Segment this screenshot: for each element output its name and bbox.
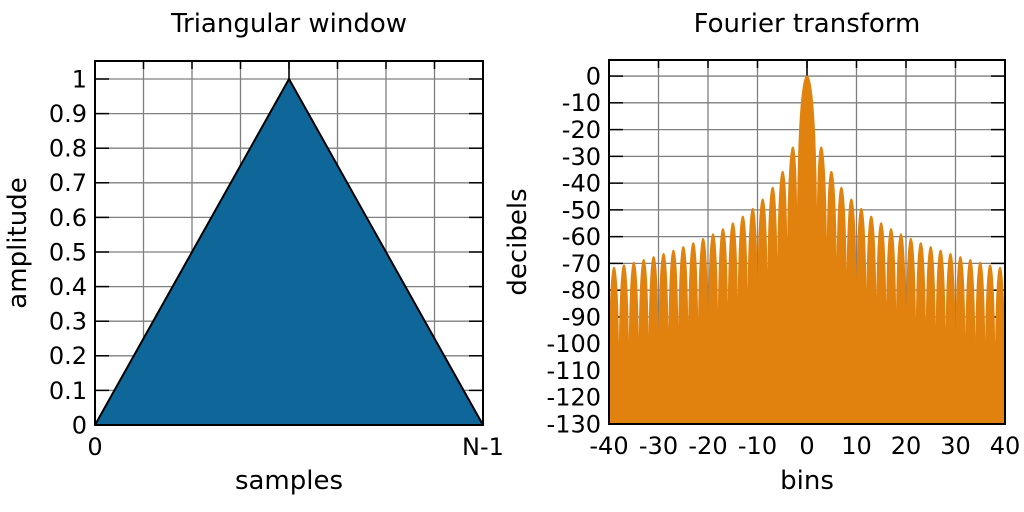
plot-frame xyxy=(94,60,484,426)
series-fourier-transform xyxy=(608,75,1006,425)
y-tick-label: -100 xyxy=(547,330,601,358)
y-tick-label: 0.9 xyxy=(49,100,87,128)
y-tick-label: -20 xyxy=(562,116,601,144)
plot-1: -40 -30 -20 -10 0 10 20 30 400-10-20-30-40-50-60… xyxy=(547,59,1021,460)
left-y-axis-label: amplitude xyxy=(3,177,33,308)
x-tick-label: -10 xyxy=(738,432,777,460)
plot-0: 0 N-110.90.80.70.60.50.40.30.20.10 xyxy=(49,60,504,461)
right-plot-title: Fourier transform xyxy=(694,9,921,39)
y-tick-label: 0.7 xyxy=(49,169,87,197)
y-tick-label: 1 xyxy=(72,65,87,93)
y-tick-label: 0.4 xyxy=(49,273,87,301)
right-y-axis-label: decibels xyxy=(503,188,533,295)
plot-areas: 0 N-110.90.80.70.60.50.40.30.20.10-40 -30-… xyxy=(49,59,1021,461)
y-tick-label: 0.8 xyxy=(49,135,87,163)
y-tick-label: -80 xyxy=(562,277,601,305)
y-tick-label: 0.1 xyxy=(49,377,87,405)
right-x-axis-label: bins xyxy=(780,466,834,496)
x-tick-label: -30 xyxy=(639,432,678,460)
y-tick-label: -30 xyxy=(562,143,601,171)
y-tick-label: -50 xyxy=(562,196,601,224)
y-tick-label: 0.2 xyxy=(49,342,87,370)
y-tick-label: 0.3 xyxy=(49,308,87,336)
y-tick-label: -40 xyxy=(562,170,601,198)
y-tick-label: 0 xyxy=(72,411,87,439)
y-tick-label: -110 xyxy=(547,357,601,385)
y-tick-label: -60 xyxy=(562,223,601,251)
left-x-axis-label: samples xyxy=(235,466,343,496)
y-tick-label: -120 xyxy=(547,384,601,412)
x-tick-label: -40 xyxy=(589,432,628,460)
y-tick-label: -130 xyxy=(547,410,601,438)
y-tick-label: -10 xyxy=(562,89,601,117)
x-tick-label: 0 xyxy=(87,433,102,461)
plot-frame xyxy=(608,59,1006,425)
x-tick-label: 10 xyxy=(841,432,872,460)
x-tick-label: 0 xyxy=(799,432,814,460)
x-tick-label: 40 xyxy=(990,432,1021,460)
x-tick-label: 30 xyxy=(940,432,971,460)
y-tick-label: -70 xyxy=(562,250,601,278)
y-tick-label: 0.5 xyxy=(49,238,87,266)
x-tick-label: N-1 xyxy=(462,433,504,461)
x-tick-label: 20 xyxy=(891,432,922,460)
y-tick-label: 0.6 xyxy=(49,204,87,232)
y-tick-label: -90 xyxy=(562,303,601,331)
left-plot-title: Triangular window xyxy=(170,9,407,39)
y-tick-label: 0 xyxy=(586,63,601,91)
x-tick-label: -20 xyxy=(688,432,727,460)
